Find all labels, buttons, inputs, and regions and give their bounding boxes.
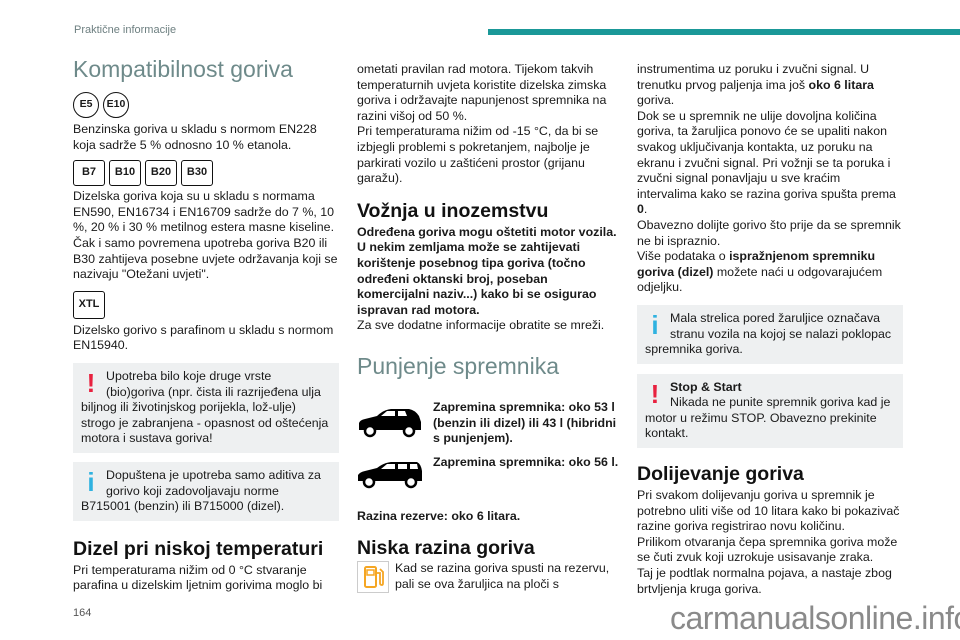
heading-refuelling: Dolijevanje goriva: [637, 463, 804, 486]
heading-low-fuel: Niska razina goriva: [357, 537, 535, 560]
refuel-text-1: Pri svakom dolijevanju goriva u spremnik…: [637, 488, 900, 534]
refuel-text-3: Taj je podtlak normalna pojava, a nastaj…: [637, 566, 892, 596]
tank-suv-row: Zapremina spremnika: oko 53 l (benzin il…: [357, 400, 623, 447]
badge-xtl-icon: XTL: [73, 290, 105, 319]
warning-box-stop-start: ! Stop & Start Nikada ne punite spremnik…: [637, 373, 903, 449]
abroad-bold-text: Određena goriva mogu oštetiti motor vozi…: [357, 224, 617, 317]
right-paragraph-2: Dok se u spremnik ne ulije dovoljna koli…: [637, 108, 896, 217]
warning-box: ! Upotreba bilo koje druge vrste (bio)go…: [73, 362, 339, 453]
right-paragraph-1: instrumentima uz poruku i zvučni signal.…: [637, 62, 874, 108]
warning-text: Upotreba bilo koje druge vrste (bio)gori…: [81, 368, 329, 446]
info-icon: i: [651, 309, 659, 340]
info-text: Mala strelica pored žaruljice označava s…: [645, 310, 892, 357]
empty-tank-reference: ispražnjenom spremniku goriva (dizel): [637, 249, 876, 279]
info-icon: i: [87, 466, 95, 497]
diesel-text: Dizelska goriva koja su u skladu s norma…: [73, 189, 338, 282]
cold-text-2: Pri temperaturama nižim od -15 °C, da bi…: [357, 124, 599, 186]
badge-e5-icon: E5: [73, 92, 99, 118]
tank-suv-text: Zapremina spremnika: oko 53 l (benzin il…: [433, 399, 617, 446]
abroad-text: Za sve dodatne informacije obratite se m…: [357, 318, 605, 333]
reserve-text: Razina rezerve: oko 6 litara.: [357, 508, 521, 523]
section-header: Praktične informacije: [74, 24, 177, 36]
fuel-pump-warning-icon: [357, 561, 389, 594]
badge-b10-icon: B10: [109, 160, 141, 187]
low-fuel-text: Kad se razina goriva spusti na rezervu, …: [395, 561, 610, 591]
header-accent-bar: [488, 29, 960, 35]
badge-b20-icon: B20: [145, 160, 177, 187]
tank-wagon-row: Zapremina spremnika: oko 56 l.: [357, 455, 623, 489]
middle-column: ometati pravilan rad motora. Tijekom tak…: [357, 62, 623, 594]
cold-text-continued: ometati pravilan rad motora. Tijekom tak…: [357, 62, 607, 123]
xtl-text: Dizelsko gorivo s parafinom u skladu s n…: [73, 322, 334, 353]
stop-start-title: Stop & Start: [670, 379, 742, 394]
badge-e10-icon: E10: [103, 92, 129, 118]
suv-car-icon: [359, 408, 421, 438]
wagon-car-icon: [358, 461, 422, 488]
warning-icon: !: [650, 378, 660, 409]
heading-driving-abroad: Vožnja u inozemstvu: [357, 199, 549, 222]
warning-icon: !: [86, 367, 96, 398]
tank-wagon-text: Zapremina spremnika: oko 56 l.: [433, 454, 619, 469]
stop-start-text: Nikada ne punite spremnik goriva kad je …: [645, 395, 891, 441]
right-paragraph-4: Više podataka o ispražnjenom spremniku g…: [637, 249, 883, 295]
refuel-text-2: Prilikom otvaranja čepa spremnika goriva…: [637, 534, 898, 565]
right-column: instrumentima uz poruku i zvučni signal.…: [637, 62, 903, 597]
heading-filling-tank: Punjenje spremnika: [357, 352, 560, 379]
cold-text: Pri temperaturama nižim od 0 °C stvaranj…: [73, 562, 323, 593]
xtl-badges: XTL: [73, 290, 339, 319]
badge-b30-icon: B30: [181, 160, 213, 187]
title-fuel-compatibility: Kompatibilnost goriva: [73, 56, 293, 82]
diesel-badges: B7 B10 B20 B30: [73, 160, 339, 187]
right-paragraph-3: Obavezno dolijte gorivo što prije da se …: [637, 217, 901, 248]
page-number: 164: [73, 607, 92, 619]
info-box: i Dopuštena je upotreba samo aditiva za …: [73, 461, 339, 521]
low-fuel-row: Kad se razina goriva spusti na rezervu, …: [357, 561, 623, 594]
info-text: Dopuštena je upotreba samo aditiva za go…: [81, 467, 321, 514]
left-column: Kompatibilnost goriva E5 E10 Benzinska g…: [73, 55, 339, 594]
badge-b7-icon: B7: [73, 160, 105, 187]
watermark[interactable]: carmanualsonline.info: [670, 600, 960, 636]
heading-cold-diesel: Dizel pri niskoj temperaturi: [73, 537, 324, 560]
petrol-text: Benzinska goriva u skladu s normom EN228…: [73, 122, 317, 152]
info-box-filler-arrow: i Mala strelica pored žaruljice označava…: [637, 304, 903, 364]
petrol-badges: E5 E10: [73, 92, 339, 118]
